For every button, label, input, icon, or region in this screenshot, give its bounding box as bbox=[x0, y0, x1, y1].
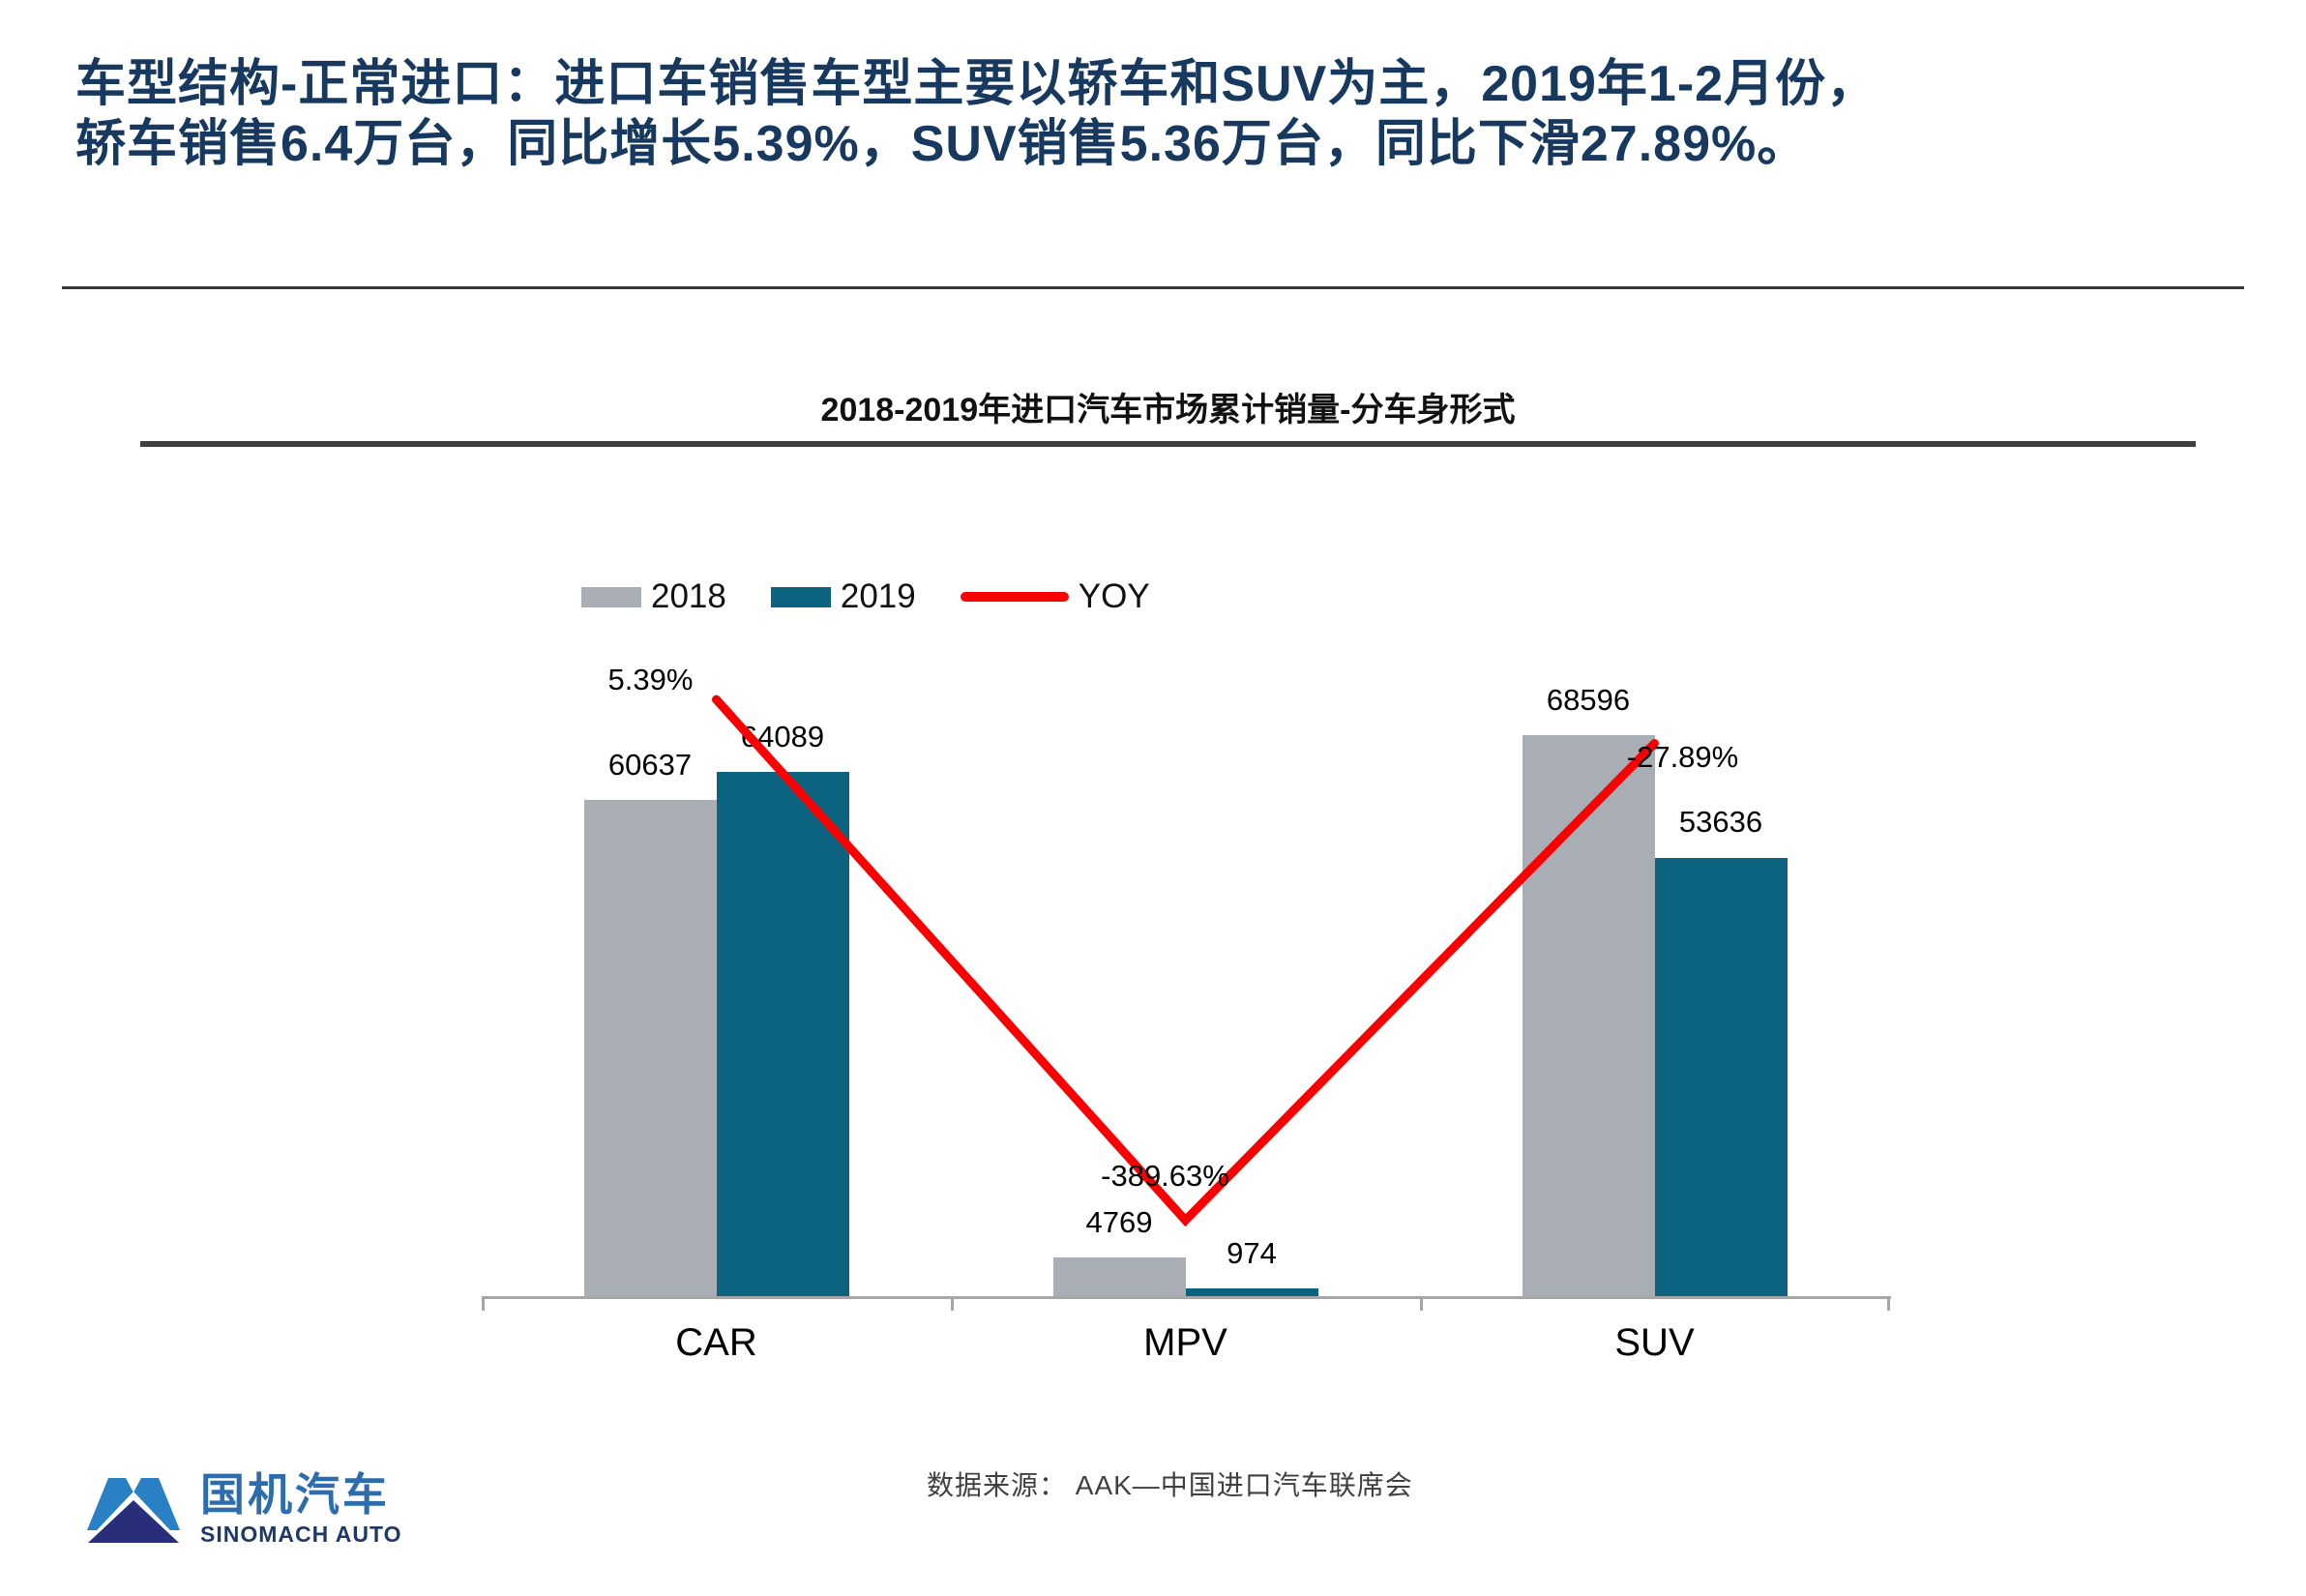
bar-label-2018-suv: 68596 bbox=[1546, 683, 1631, 717]
title-divider bbox=[62, 286, 2244, 289]
sinomach-logo-icon bbox=[82, 1478, 185, 1546]
bar-label-2019-mpv: 974 bbox=[1227, 1235, 1277, 1270]
logo-subtitle: SINOMACH AUTO bbox=[200, 1522, 402, 1547]
bar-2018-mpv bbox=[1052, 1256, 1186, 1296]
yoy-label-mpv: -389.63% bbox=[1101, 1158, 1229, 1193]
logo-text-block: 国机汽车 SINOMACH AUTO bbox=[200, 1470, 402, 1548]
legend-swatch-2019 bbox=[770, 586, 831, 607]
x-axis bbox=[482, 1296, 1891, 1299]
plot-area: 60637 4769 68596 64089 974 53636 CAR MPV SUV 5.39… bbox=[482, 629, 1891, 1364]
legend-item-2019: 2019 bbox=[770, 577, 916, 616]
legend-label-yoy: YOY bbox=[1078, 577, 1150, 615]
chart-title-divider bbox=[140, 441, 2196, 447]
x-axis-tick bbox=[951, 1299, 954, 1311]
yoy-polyline bbox=[712, 695, 1659, 1227]
x-axis-tick bbox=[1420, 1299, 1423, 1311]
category-label-mpv: MPV bbox=[1143, 1321, 1227, 1364]
bar-2018-car bbox=[583, 800, 717, 1296]
legend-item-yoy: YOY bbox=[960, 577, 1150, 616]
data-source: 数据来源： AAK—中国进口汽车联席会 bbox=[927, 1470, 1413, 1500]
bar-label-2018-car: 60637 bbox=[607, 748, 693, 783]
bar-2018-suv bbox=[1522, 735, 1655, 1296]
bar-2019-mpv bbox=[1185, 1287, 1318, 1296]
yoy-line bbox=[712, 695, 1659, 1227]
legend-label-2019: 2019 bbox=[840, 577, 916, 615]
category-label-suv: SUV bbox=[1614, 1321, 1695, 1364]
bar-label-2018-mpv: 4769 bbox=[1085, 1204, 1153, 1239]
category-label-car: CAR bbox=[675, 1321, 757, 1364]
yoy-label-car: 5.39% bbox=[607, 663, 694, 697]
x-axis-tick bbox=[1887, 1299, 1890, 1311]
legend-swatch-yoy-line-icon bbox=[960, 592, 1069, 602]
logo: 国机汽车 SINOMACH AUTO bbox=[82, 1470, 402, 1548]
legend-item-2018: 2018 bbox=[581, 577, 726, 616]
bar-2019-car bbox=[716, 772, 849, 1296]
bar-2019-suv bbox=[1654, 857, 1788, 1296]
page-title-line-2: 轿车销售6.4万台，同比增长5.39%，SUV销售5.36万台，同比下滑27.8… bbox=[75, 116, 1809, 172]
chart-legend: 2018 2019 YOY bbox=[581, 577, 1150, 616]
x-axis-tick bbox=[482, 1299, 485, 1311]
legend-label-2018: 2018 bbox=[651, 577, 726, 615]
legend-swatch-2018 bbox=[581, 586, 641, 607]
bar-label-2019-suv: 53636 bbox=[1678, 805, 1763, 840]
yoy-label-suv: -27.89% bbox=[1626, 739, 1739, 774]
logo-title: 国机汽车 bbox=[200, 1469, 390, 1520]
page-title-line-1: 车型结构-正常进口：进口车销售车型主要以轿车和SUV为主，2019年1-2月份， bbox=[75, 56, 1878, 112]
page-title: 车型结构-正常进口：进口车销售车型主要以轿车和SUV为主，2019年1-2月份，… bbox=[75, 54, 2291, 174]
chart-title: 2018-2019年进口汽车市场累计销量-分车身形式 bbox=[820, 392, 1516, 429]
